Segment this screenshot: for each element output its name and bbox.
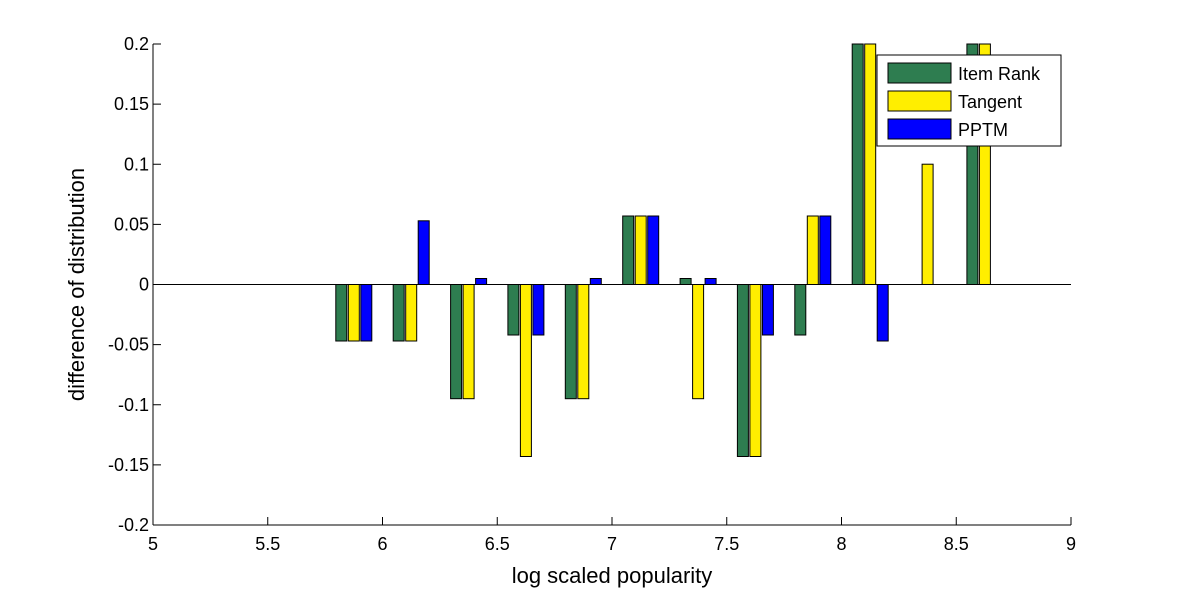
bar-item-rank-9 xyxy=(851,43,864,285)
bar-item-rank-5 xyxy=(622,215,635,285)
bar-pptm-4 xyxy=(589,278,602,285)
bar-pptm-2 xyxy=(475,278,488,285)
x-tick-label: 8.5 xyxy=(944,534,969,554)
y-axis-label: difference of distribution xyxy=(64,168,89,401)
bar-item-rank-4 xyxy=(564,284,577,400)
legend-label: Item Rank xyxy=(958,64,1041,84)
x-tick-label: 6 xyxy=(377,534,387,554)
x-tick-label: 7 xyxy=(607,534,617,554)
y-tick-label: 0.1 xyxy=(124,154,149,174)
bar-pptm-5 xyxy=(647,215,660,285)
bar-pptm-6 xyxy=(704,278,717,285)
legend-label: Tangent xyxy=(958,92,1022,112)
x-tick-label: 6.5 xyxy=(485,534,510,554)
bar-item-rank-7 xyxy=(736,284,749,457)
bar-item-rank-0 xyxy=(335,284,348,342)
bar-pptm-1 xyxy=(417,220,430,286)
bar-pptm-0 xyxy=(360,284,373,342)
legend: Item Rank Tangent PPTM xyxy=(876,54,1062,147)
y-tick-label: -0.05 xyxy=(108,335,149,355)
x-axis-label: log scaled popularity xyxy=(512,563,713,588)
bar-pptm-3 xyxy=(532,284,545,336)
bar-item-rank-3 xyxy=(507,284,520,336)
bar-tangent-5 xyxy=(634,215,647,285)
bar-item-rank-2 xyxy=(450,284,463,400)
axes-group: 5 5.5 6 6.5 7 7.5 8 8.5 9 -0.2 -0.15 -0.1 -0.05 0 0.05… xyxy=(108,34,1076,554)
bar-tangent-10 xyxy=(921,163,934,285)
bar-tangent-6 xyxy=(692,284,705,400)
bar-tangent-0 xyxy=(347,284,360,342)
x-tick-label: 5.5 xyxy=(255,534,280,554)
bar-pptm-8 xyxy=(819,215,832,285)
bar-item-rank-8 xyxy=(794,284,807,336)
bar-tangent-1 xyxy=(405,284,418,342)
bar-tangent-4 xyxy=(577,284,590,400)
y-tick-label: 0.2 xyxy=(124,34,149,54)
legend-swatch-item-rank xyxy=(887,62,952,84)
x-tick-label: 9 xyxy=(1066,534,1076,554)
y-tick-label: -0.1 xyxy=(118,395,149,415)
bar-item-rank-6 xyxy=(679,278,692,285)
bar-tangent-9 xyxy=(864,43,877,285)
legend-label: PPTM xyxy=(958,120,1008,140)
y-tick-label: 0.15 xyxy=(114,94,149,114)
y-tick-label: -0.15 xyxy=(108,455,149,475)
legend-swatch-tangent xyxy=(887,90,952,112)
bar-tangent-7 xyxy=(749,284,762,457)
y-tick-label: 0 xyxy=(139,275,149,295)
x-tick-label: 7.5 xyxy=(714,534,739,554)
bar-tangent-3 xyxy=(519,284,532,457)
bar-tangent-2 xyxy=(462,284,475,400)
y-tick-label: -0.2 xyxy=(118,515,149,535)
bar-tangent-8 xyxy=(806,215,819,285)
x-tick-label: 8 xyxy=(836,534,846,554)
bar-pptm-9 xyxy=(876,284,889,342)
bar-pptm-7 xyxy=(761,284,774,336)
x-tick-label: 5 xyxy=(148,534,158,554)
bar-item-rank-1 xyxy=(392,284,405,342)
legend-swatch-pptm xyxy=(887,118,952,140)
y-tick-label: 0.05 xyxy=(114,214,149,234)
